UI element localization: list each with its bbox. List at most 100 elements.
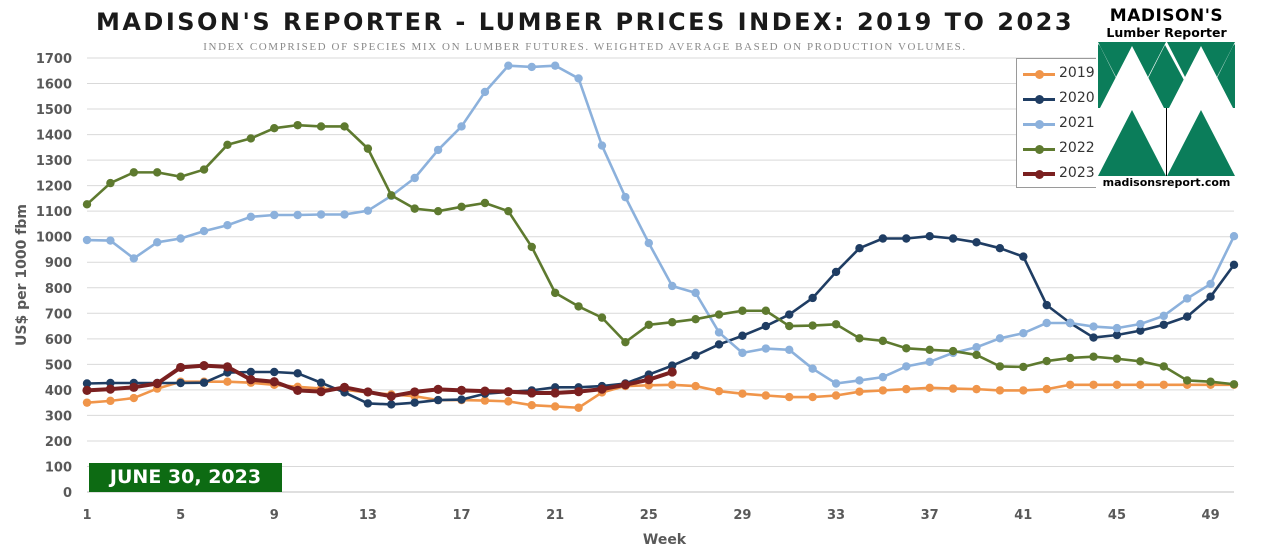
data-point-2022: [82, 200, 92, 209]
data-point-2019: [972, 384, 981, 394]
data-point-2021: [855, 376, 864, 385]
data-point-2020: [1112, 330, 1122, 340]
data-point-2021: [1089, 322, 1098, 331]
data-point-2019: [691, 381, 700, 391]
data-point-2022: [1089, 352, 1098, 361]
data-point-2021: [246, 212, 256, 221]
data-point-2020: [855, 243, 864, 253]
data-point-2023: [480, 386, 490, 396]
data-point-2020: [691, 351, 700, 360]
data-point-2019: [1089, 380, 1098, 389]
data-point-2023: [527, 388, 537, 398]
data-point-2020: [761, 321, 771, 331]
data-point-2020: [1229, 260, 1239, 269]
legend-item-2019: 2019: [1017, 62, 1097, 86]
data-point-2023: [152, 378, 162, 389]
data-point-2022: [855, 334, 864, 343]
y-axis-label: US$ per 1000 fbm: [14, 204, 30, 346]
data-point-2021: [738, 348, 747, 358]
y-tick-label: 1500: [36, 103, 72, 118]
data-point-2020: [948, 234, 958, 243]
data-point-2021: [527, 62, 536, 72]
data-point-2020: [925, 231, 934, 241]
data-point-2019: [738, 389, 747, 398]
logo-url[interactable]: madisonsreport.com: [1102, 176, 1231, 189]
x-tick-label: 1: [82, 508, 91, 523]
data-point-2022: [527, 242, 536, 252]
data-point-2022: [1206, 377, 1215, 386]
series-line-2019: [86, 380, 1234, 410]
x-tick-label: 29: [733, 508, 751, 523]
data-point-2020: [808, 293, 817, 303]
data-point-2021: [1229, 231, 1239, 241]
data-point-2022: [995, 362, 1005, 371]
data-point-2022: [129, 168, 139, 177]
data-point-2022: [433, 206, 443, 216]
data-point-2020: [457, 395, 466, 404]
data-point-2023: [82, 385, 92, 395]
data-point-2023: [363, 387, 373, 397]
data-point-2022: [106, 178, 115, 188]
data-point-2020: [902, 234, 911, 243]
data-point-2019: [761, 391, 771, 400]
data-point-2020: [714, 340, 724, 349]
y-tick-label: 1700: [36, 52, 72, 67]
data-point-2020: [199, 378, 209, 387]
data-point-2021: [1136, 319, 1145, 329]
data-point-2022: [738, 306, 747, 315]
legend-marker: [1035, 70, 1044, 79]
data-point-2021: [504, 61, 513, 70]
data-point-2020: [1182, 312, 1192, 321]
data-point-2020: [668, 361, 677, 370]
data-point-2023: [176, 362, 186, 373]
data-point-2021: [176, 234, 185, 243]
data-point-2022: [1019, 362, 1028, 372]
data-point-2021: [972, 343, 981, 352]
data-point-2022: [621, 337, 630, 347]
data-point-2021: [902, 362, 911, 371]
data-point-2020: [176, 378, 185, 388]
y-tick-label: 1200: [36, 180, 72, 195]
data-point-2021: [1019, 329, 1028, 338]
madisons-logo[interactable]: MADISON'S Lumber Reporter madisonsreport…: [1096, 6, 1237, 191]
data-point-2022: [387, 191, 396, 200]
data-point-2019: [878, 386, 888, 395]
y-tick-label: 1000: [36, 231, 72, 246]
data-point-2020: [270, 367, 279, 377]
data-point-2019: [668, 380, 677, 389]
data-point-2021: [270, 210, 279, 220]
data-point-2019: [527, 401, 536, 410]
data-point-2021: [691, 288, 700, 298]
y-tick-label: 200: [45, 435, 72, 450]
data-point-2019: [995, 386, 1005, 395]
data-point-2023: [129, 382, 139, 392]
data-point-2020: [831, 267, 841, 277]
data-point-2020: [363, 399, 373, 408]
data-point-2021: [199, 226, 209, 236]
x-tick-label: 45: [1108, 508, 1126, 523]
x-tick-label: 37: [921, 508, 939, 523]
y-tick-label: 400: [45, 384, 72, 399]
x-tick-label: 33: [827, 508, 845, 523]
y-tick-label: 700: [45, 307, 72, 322]
legend-marker: [1035, 120, 1044, 129]
tree-triangles-logo-icon: [1098, 42, 1235, 176]
data-point-2019: [82, 398, 92, 407]
data-point-2023: [316, 387, 326, 397]
data-point-2021: [340, 210, 349, 219]
data-point-2021: [457, 122, 466, 131]
legend-marker: [1035, 145, 1044, 154]
data-point-2021: [621, 192, 630, 202]
data-point-2022: [316, 122, 326, 131]
data-point-2020: [82, 379, 92, 388]
data-point-2019: [129, 393, 139, 403]
data-point-2023: [199, 361, 209, 371]
data-point-2022: [972, 350, 981, 360]
data-point-2021: [925, 357, 934, 366]
data-point-2022: [410, 204, 419, 213]
data-point-2020: [785, 310, 794, 319]
data-point-2023: [620, 380, 630, 390]
data-point-2020: [972, 238, 981, 247]
data-point-2021: [363, 206, 373, 215]
y-tick-label: 800: [45, 282, 72, 297]
